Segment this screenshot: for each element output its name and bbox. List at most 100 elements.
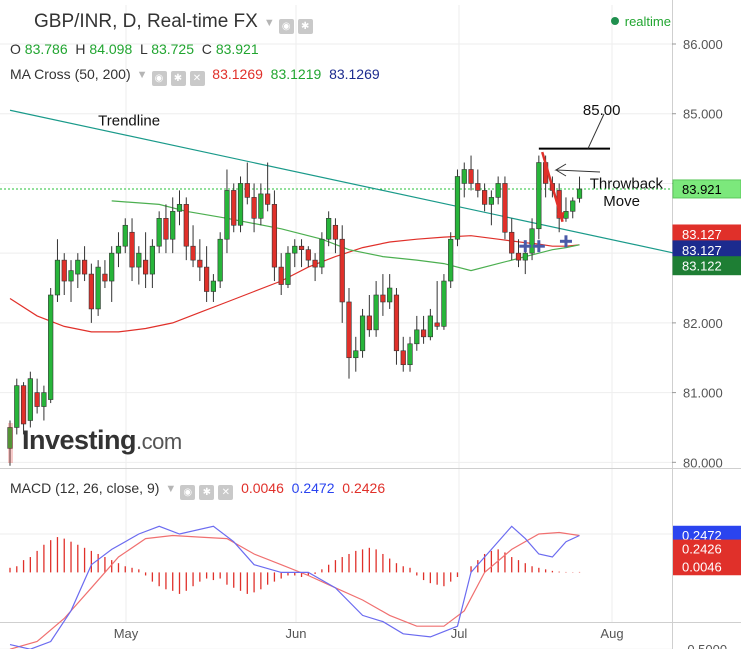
candle-down — [143, 259, 149, 275]
logo-suffix: .com — [136, 429, 182, 454]
macd-value-tag-label: 0.0046 — [682, 559, 722, 574]
candle-down — [271, 204, 278, 268]
candle-up — [258, 193, 264, 219]
throwback-pointer-head — [555, 169, 567, 177]
candle-up — [292, 245, 298, 254]
candle-up — [95, 266, 101, 310]
candle-up — [536, 162, 542, 230]
close-value: 83.921 — [215, 41, 259, 57]
y-tick-label: 82.000 — [683, 316, 723, 331]
candle-down — [366, 315, 372, 331]
candle-up — [319, 238, 325, 268]
chevron-down-icon[interactable]: ▼ — [263, 17, 275, 29]
candle-down — [61, 259, 67, 282]
y-tick-label: 80.000 — [683, 455, 723, 470]
annotation-label: Move — [603, 193, 640, 210]
candle-down — [190, 245, 196, 261]
macd-line — [9, 525, 580, 649]
candle-up — [54, 259, 61, 296]
candle-down — [481, 190, 488, 205]
candle-down — [305, 249, 311, 261]
candle-up — [407, 343, 413, 366]
candle-up — [149, 245, 155, 275]
candle-down — [129, 231, 135, 268]
close-icon[interactable]: ✕ — [189, 71, 205, 86]
chart-title[interactable]: GBP/INR, D, Real-time FX ▼ ◉ ✱ — [34, 11, 313, 34]
candle-up — [576, 188, 583, 199]
candle-down — [502, 183, 508, 233]
candle-down — [515, 252, 522, 261]
price-tag-label: 83.127 — [682, 243, 722, 258]
candle-up — [68, 270, 74, 282]
candle-up — [217, 238, 223, 282]
candle-up — [237, 183, 244, 226]
candle-down — [298, 245, 305, 250]
candle-up — [27, 378, 33, 421]
candle-down — [400, 350, 406, 366]
price-tag-label: 83.921 — [682, 182, 722, 197]
signal-line — [9, 531, 580, 649]
ma-cross-legend[interactable]: MA Cross (50, 200) ▼ ◉ ✱ ✕ 83.1269 83.1219 8… — [10, 66, 380, 86]
y-tick-label: 86.000 — [683, 37, 723, 52]
candle-down — [332, 224, 339, 240]
macd-value-1: 0.0046 — [241, 480, 284, 496]
macd-value-tag-label: 0.2472 — [682, 528, 722, 543]
candle-up — [488, 197, 494, 205]
throwback-arrow — [541, 151, 564, 223]
candle-down — [102, 273, 108, 282]
gear-icon[interactable]: ✱ — [297, 19, 313, 34]
candle-down — [163, 218, 169, 240]
candle-up — [373, 294, 379, 331]
candle-down — [244, 183, 250, 198]
gear-icon[interactable]: ✱ — [199, 485, 215, 500]
symbol-title: GBP/INR, D, Real-time FX — [34, 11, 258, 32]
price-tag-label: 83.122 — [682, 259, 722, 274]
macd-legend[interactable]: MACD (12, 26, close, 9) ▼ ◉ ✱ ✕ 0.0046 0.247… — [10, 480, 385, 500]
candle-up — [136, 252, 142, 268]
price-tag-label: 83.127 — [682, 227, 722, 242]
logo-text: Investing — [22, 425, 137, 455]
candle-down — [475, 183, 481, 191]
candle-down — [251, 197, 257, 219]
macd-value-tag-label: 0.2426 — [682, 542, 722, 557]
eye-icon[interactable]: ◉ — [151, 71, 167, 86]
candle-up — [448, 238, 454, 282]
candle-up — [529, 228, 535, 254]
macd-tick-label: -0.5000 — [683, 642, 727, 649]
high-value: 84.098 — [89, 41, 133, 57]
candle-up — [115, 245, 122, 254]
x-tick-label: Jun — [286, 626, 307, 641]
realtime-label: realtime — [624, 14, 671, 29]
candle-down — [468, 169, 474, 184]
candle-up — [210, 280, 217, 292]
y-tick-label: 81.000 — [683, 386, 723, 401]
chevron-down-icon[interactable]: ▼ — [165, 483, 177, 495]
candle-down — [509, 231, 515, 254]
candle-up — [427, 315, 433, 338]
ma-cross-label: MA Cross (50, 200) — [10, 66, 131, 82]
y-tick-label: 85.000 — [683, 107, 723, 122]
candle-up — [285, 252, 291, 285]
macd-value-tag — [673, 525, 741, 544]
eye-icon[interactable]: ◉ — [180, 485, 196, 500]
close-icon[interactable]: ✕ — [218, 485, 234, 500]
throwback-arrow-head — [556, 211, 565, 222]
candle-down — [312, 259, 318, 268]
candle-up — [109, 252, 115, 282]
candle-up — [461, 169, 467, 184]
macd-value-2: 0.2472 — [291, 480, 335, 496]
candle-down — [204, 266, 210, 292]
candle-up — [359, 315, 366, 352]
candle-down — [20, 385, 27, 425]
eye-icon[interactable]: ◉ — [278, 19, 294, 34]
high-label: H — [75, 41, 86, 57]
price-tag — [672, 179, 741, 199]
candle-up — [41, 392, 47, 407]
macd-value-tag — [673, 539, 741, 558]
gear-icon[interactable]: ✱ — [170, 71, 186, 86]
chevron-down-icon[interactable]: ▼ — [136, 69, 148, 81]
candle-up — [326, 218, 332, 240]
candle-up — [570, 200, 576, 212]
